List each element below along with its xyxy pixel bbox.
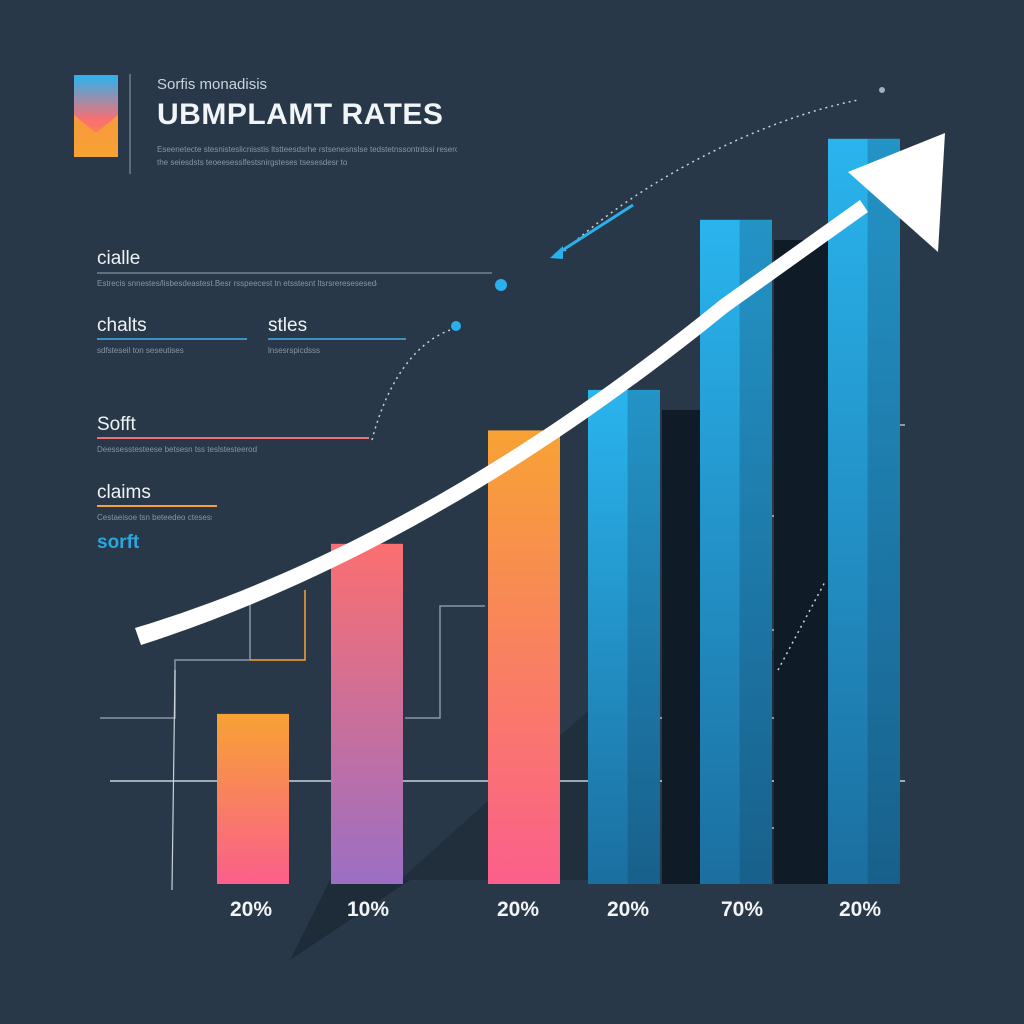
dotted-path [371,329,451,441]
annotation-dot [879,87,885,93]
annotation-rule [97,272,492,274]
bar-3 [488,430,560,884]
bar-2 [331,543,403,884]
x-tick-label: 20% [838,898,882,921]
bar-gap [662,410,700,884]
bar-shadow [290,880,410,960]
annotation-rule [97,505,217,507]
bar-shade-4 [627,389,660,884]
x-tick-label: 70% [720,898,764,921]
header-eyebrow: Sorfis monadisis [157,76,268,93]
annotation-dot [451,321,461,331]
bar-1 [217,713,289,884]
x-tick-label: 10% [346,898,390,921]
annotation-label-sofft: Sofft [97,414,136,435]
logo-icon [74,75,118,157]
x-tick-label: 20% [496,898,540,921]
annotation-note: lnsesrspicdsss [268,346,321,355]
annotation-note: Cestaeisoe tsn beteedeo ctesesse [97,513,212,522]
connector-line [405,605,485,719]
annotation-label-claims: claims [97,482,151,503]
annotation-dot [495,279,507,291]
logo-divider [129,74,131,174]
annotation-label-soft: sorft [97,532,140,553]
annotation-rule [268,338,406,340]
annotation-label-cialle: cialle [97,248,141,269]
dotted-path [777,579,827,671]
annotation-note: Estrecis snnestes/lisbesdeastest.Besr rs… [97,279,377,288]
bar-shade-5 [739,219,772,885]
bar-4 [588,389,660,884]
trend-arrow-head [848,133,945,252]
annotation-label-charts: chalts [97,315,147,336]
pointer-line [554,203,634,257]
bar-shade-6 [867,138,900,885]
axis-tick-line [171,669,176,891]
x-tick-label: 20% [606,898,650,921]
page-title: UBMPLAMT RATES [157,98,444,131]
annotation-rule [97,338,247,340]
connector-line [100,600,251,719]
header-description: the seiesdsts teoeesesslfestsnirgsteses … [157,158,347,167]
bar-6 [828,138,900,885]
bar-5 [700,219,772,885]
x-tick-label: 20% [229,898,273,921]
annotation-rule [97,437,369,439]
annotation-note: sdfsteseil ton seseutises [97,346,184,355]
connector-line [250,590,306,661]
pointer-head [550,246,563,259]
bar-gap [774,240,828,884]
header-description: Eseenetecte stesnisteslicnisstis ltsttee… [157,145,457,154]
annotation-note: Deessesstesteese betsesn tss teslstestee… [97,445,257,454]
annotation-label-tables: stles [268,315,308,336]
